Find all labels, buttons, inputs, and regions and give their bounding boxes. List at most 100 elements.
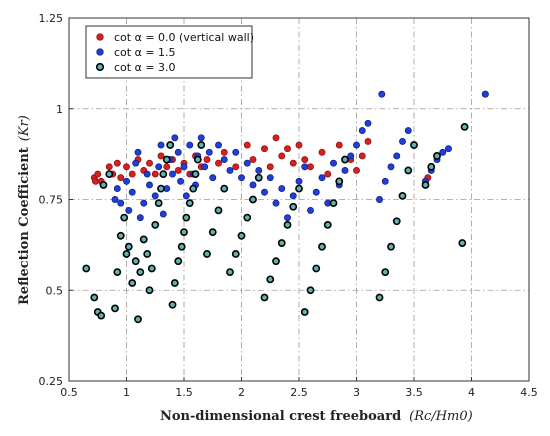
data-point — [318, 174, 326, 182]
y-tick-label: 1.25 — [39, 12, 64, 25]
data-point — [378, 90, 386, 98]
x-tick-label: 1.5 — [175, 386, 193, 399]
data-point — [159, 210, 167, 218]
y-tick-labels: 0.25 0.5 0.75 1 1.25 — [39, 12, 73, 388]
data-point — [318, 148, 326, 156]
data-point — [398, 191, 407, 200]
data-point — [185, 199, 194, 208]
data-point — [289, 159, 297, 167]
data-point — [295, 141, 303, 149]
data-point — [232, 163, 240, 171]
data-point — [174, 257, 183, 266]
data-point — [205, 148, 213, 156]
data-point — [128, 279, 137, 287]
data-point — [170, 279, 179, 287]
data-point — [392, 217, 401, 226]
data-point — [329, 199, 338, 208]
data-point — [358, 127, 366, 134]
data-point — [312, 188, 320, 196]
data-point — [249, 195, 257, 204]
data-point — [157, 184, 165, 193]
data-point — [125, 206, 133, 214]
data-point — [163, 163, 171, 171]
data-point — [261, 188, 268, 196]
data-point — [90, 293, 99, 302]
x-tick-labels: 0.5 1 1.5 2 2.5 3 3.5 4 4.5 — [60, 377, 538, 399]
data-point — [237, 231, 246, 240]
data-point — [208, 228, 217, 237]
data-point — [145, 286, 154, 295]
data-point — [134, 315, 142, 324]
data-point — [404, 166, 413, 175]
x-tick-label: 4.5 — [520, 386, 538, 399]
data-point — [134, 148, 142, 156]
data-point — [249, 181, 257, 189]
data-point — [255, 167, 263, 174]
data-point — [364, 137, 372, 145]
data-point — [284, 214, 291, 222]
data-point — [300, 308, 309, 316]
data-point — [113, 268, 122, 276]
data-point — [139, 235, 148, 244]
legend-label: cot α = 0.0 (vertical wall) — [114, 31, 254, 44]
data-point — [393, 152, 401, 160]
data-point — [330, 159, 337, 167]
data-point — [113, 185, 121, 193]
data-point — [283, 221, 292, 229]
data-point — [132, 159, 140, 167]
data-point — [186, 141, 194, 149]
data-point — [427, 162, 436, 171]
data-point — [301, 156, 309, 164]
data-point — [203, 250, 211, 258]
data-point — [136, 214, 144, 222]
data-point — [266, 163, 274, 171]
data-point — [128, 188, 136, 196]
data-point — [376, 196, 383, 203]
data-point — [439, 148, 447, 156]
data-point — [146, 159, 153, 167]
data-point — [214, 206, 223, 215]
data-point — [120, 213, 129, 222]
data-point — [421, 181, 430, 189]
data-point — [295, 184, 303, 193]
data-point — [177, 177, 184, 185]
data-point — [226, 167, 234, 174]
data-point — [162, 155, 171, 164]
data-point — [215, 141, 222, 149]
data-point — [180, 228, 188, 237]
data-point — [131, 257, 140, 266]
data-point — [278, 152, 286, 160]
data-point — [399, 137, 406, 145]
data-point — [151, 170, 159, 178]
data-point — [146, 181, 153, 189]
data-point — [182, 192, 190, 200]
data-point — [353, 167, 360, 174]
data-point — [191, 170, 200, 178]
data-point — [272, 199, 280, 207]
data-point — [197, 141, 206, 149]
data-point — [171, 134, 179, 142]
data-point — [123, 163, 130, 171]
x-tick-label: 2 — [238, 386, 245, 399]
data-point — [289, 192, 297, 200]
data-point — [278, 185, 286, 193]
data-point — [99, 181, 108, 189]
x-tick-label: 4 — [468, 386, 475, 399]
data-point — [94, 170, 102, 178]
data-point — [143, 250, 152, 258]
data-point — [123, 177, 130, 185]
data-point — [458, 239, 467, 247]
data-point — [220, 184, 229, 193]
data-point — [266, 275, 275, 284]
data-point — [323, 221, 332, 229]
data-point — [209, 174, 217, 182]
data-point — [445, 145, 452, 153]
data-point — [177, 242, 186, 251]
data-point — [375, 293, 384, 302]
data-point — [82, 264, 91, 273]
data-point — [157, 141, 165, 149]
data-point — [387, 163, 395, 171]
data-point — [404, 127, 412, 134]
